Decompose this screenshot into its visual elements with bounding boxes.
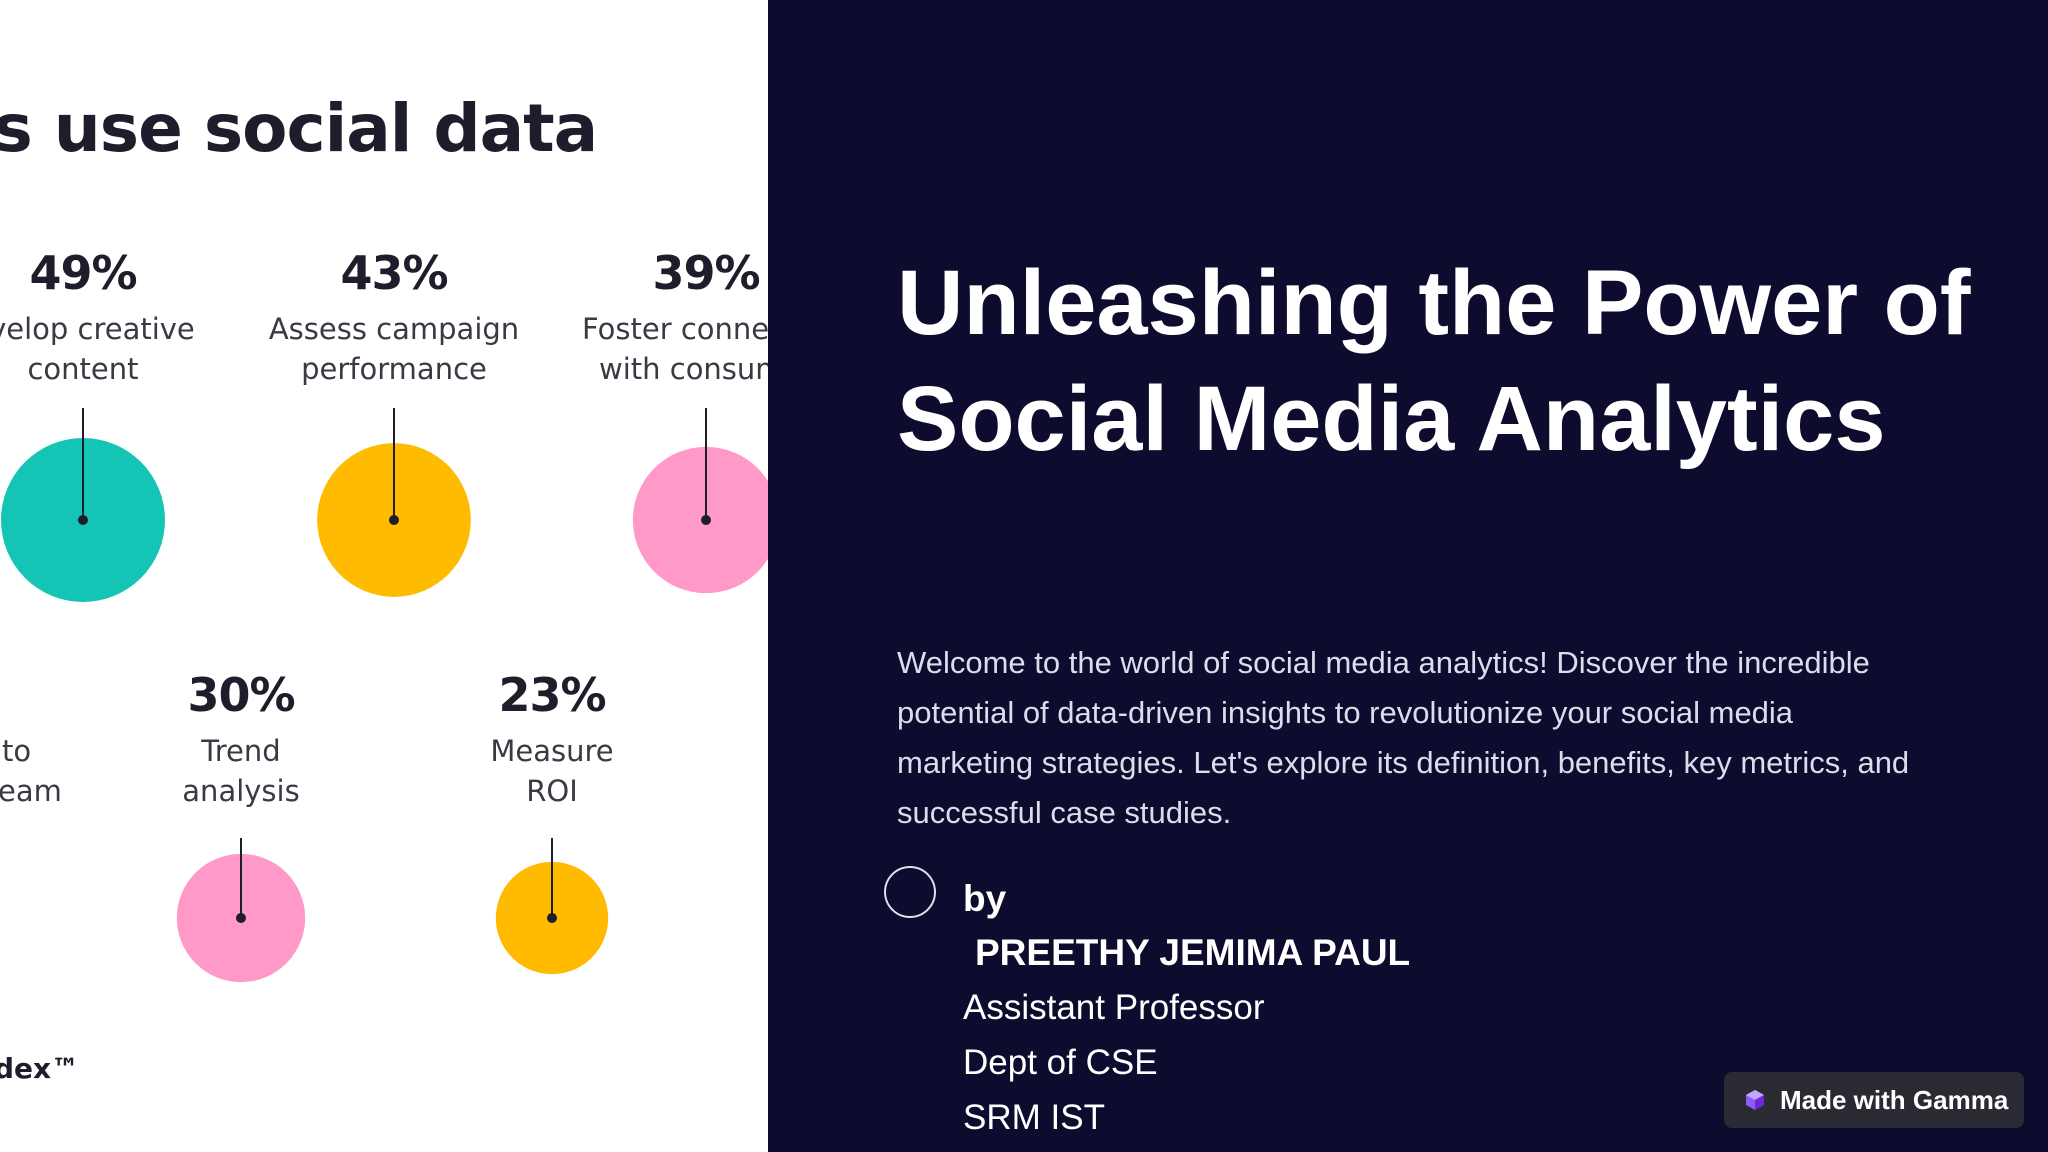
stat-label-line: analysis	[182, 774, 300, 808]
stat-label-line: with consum	[599, 352, 768, 386]
author-avatar	[884, 866, 936, 918]
stat-label-line: ROI	[526, 774, 578, 808]
stat-percent: 39%	[652, 246, 760, 300]
bubble-dot	[547, 913, 557, 923]
title-panel	[768, 0, 2048, 1152]
badge-label: Made with Gamma	[1780, 1084, 2009, 1115]
stat-label-line: Assess campaign	[268, 312, 520, 346]
author-dept: Dept of CSE	[963, 1043, 1158, 1082]
stat-label-line: performance	[301, 352, 487, 386]
stat-percent: 30%	[187, 668, 295, 722]
stat-label-line: Trend	[201, 734, 281, 768]
infographic-title: rs use social data	[0, 90, 598, 167]
stat-label-line: evelop creative	[0, 312, 195, 346]
bubble-dot	[236, 913, 246, 923]
gamma-logo-icon	[1746, 1090, 1764, 1110]
author-block: by PREETHY JEMIMA PAUL Assistant Profess…	[963, 872, 1410, 1145]
stat-label: Trend analysis	[182, 731, 299, 811]
infographic-image: rs use social data 49% evelop creative c…	[0, 0, 768, 1152]
stat-label: Measure ROI	[490, 731, 613, 811]
stat-label: Foster conne with consum	[582, 309, 768, 389]
stat-percent: 23%	[498, 668, 606, 722]
stat-label: to eam	[0, 731, 62, 811]
slide-intro: Welcome to the world of social media ana…	[897, 645, 1910, 830]
bubble-dot	[389, 515, 399, 525]
stat-label-line: content	[27, 352, 139, 386]
stat-label-line: eam	[0, 774, 62, 808]
stat-label-line: Measure	[490, 734, 614, 768]
bubble-dot	[701, 515, 711, 525]
author-role: Assistant Professor	[963, 988, 1265, 1027]
stat-label-line: to	[2, 734, 32, 768]
by-label: by	[963, 878, 1007, 919]
author-name: PREETHY JEMIMA PAUL	[975, 932, 1411, 973]
bubble-chart	[1, 408, 768, 983]
stat-label: Assess campaign performance	[269, 309, 519, 389]
bubble-dot	[78, 515, 88, 525]
stat-label-line: Foster conne	[582, 312, 768, 346]
slide-title: Unleashing the Power of Social Media Ana…	[897, 252, 1971, 470]
source-label: dex™	[0, 1052, 80, 1085]
stat-percent: 43%	[340, 246, 448, 300]
stat-label: evelop creative content	[0, 309, 195, 389]
author-org: SRM IST	[963, 1098, 1105, 1137]
stat-percent: 49%	[29, 246, 137, 300]
made-with-gamma-button[interactable]: Made with Gamma	[1724, 1072, 2024, 1128]
bubble-39	[632, 446, 768, 594]
